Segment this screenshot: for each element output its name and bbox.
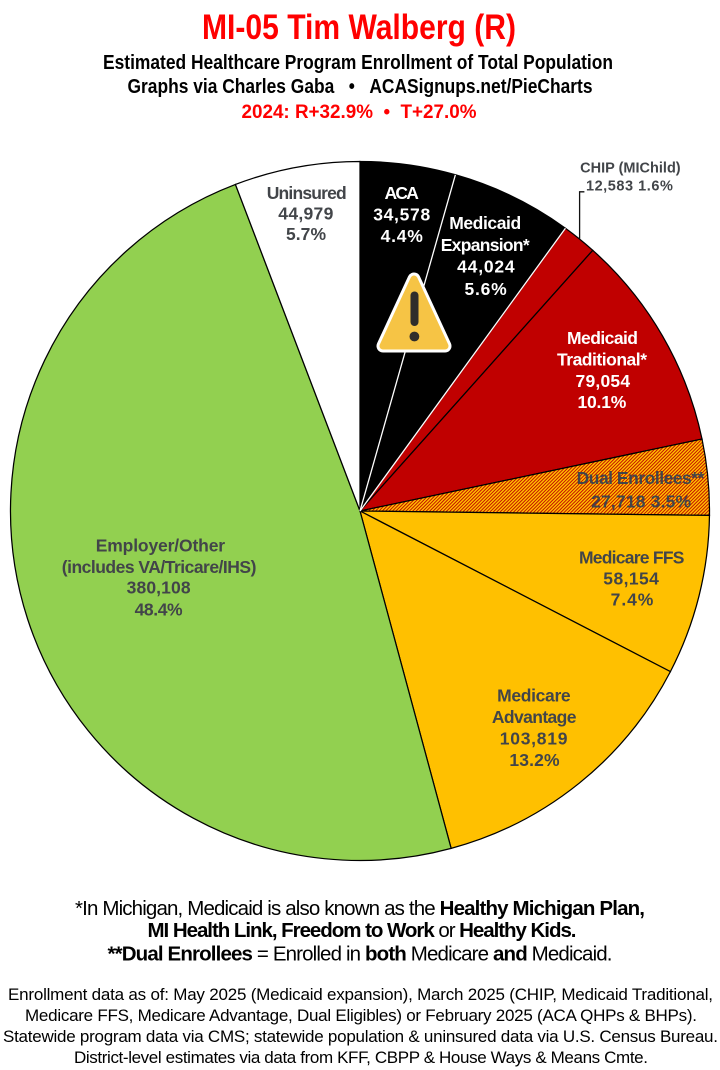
svg-text:5.7%: 5.7% xyxy=(286,224,326,244)
svg-text:MI Health Link, Freedom to Wor: MI Health Link, Freedom to Work or Healt… xyxy=(148,919,577,942)
svg-text:48.4%: 48.4% xyxy=(135,599,183,619)
svg-text:Medicare FFS: Medicare FFS xyxy=(579,547,685,567)
svg-text:*In Michigan, Medicaid is also: *In Michigan, Medicaid is also known as … xyxy=(75,897,645,920)
svg-text:Advantage: Advantage xyxy=(492,707,577,727)
svg-text:Medicaid: Medicaid xyxy=(567,328,638,348)
svg-text:Estimated Healthcare Program E: Estimated Healthcare Program Enrollment … xyxy=(103,52,613,74)
svg-text:**Dual Enrollees = Enrolled in: **Dual Enrollees = Enrolled in both Medi… xyxy=(108,943,613,966)
svg-text:Expansion*: Expansion* xyxy=(441,235,530,255)
svg-text:10.1%: 10.1% xyxy=(578,392,627,412)
svg-text:Dual Enrollees**: Dual Enrollees** xyxy=(577,468,705,488)
svg-text:13.2%: 13.2% xyxy=(509,750,560,770)
svg-text:Statewide program data via CMS: Statewide program data via CMS; statewid… xyxy=(3,1027,718,1046)
svg-text:103,819: 103,819 xyxy=(500,728,568,748)
svg-text:Enrollment data as of: May 202: Enrollment data as of: May 2025 (Medicai… xyxy=(8,985,713,1004)
svg-text:CHIP (MIChild): CHIP (MIChild) xyxy=(580,160,681,176)
svg-text:Uninsured: Uninsured xyxy=(267,183,347,203)
svg-text:44,979: 44,979 xyxy=(278,204,333,224)
svg-text:District-level estimates via d: District-level estimates via data from K… xyxy=(74,1048,648,1067)
svg-text:44,024: 44,024 xyxy=(457,257,515,277)
svg-text:Medicare: Medicare xyxy=(497,686,571,706)
svg-text:Graphs via Charles Gaba •: Graphs via Charles Gaba • ACASignups.net… xyxy=(128,76,593,98)
svg-text:58,154: 58,154 xyxy=(603,569,659,589)
svg-text:12,583 1.6%: 12,583 1.6% xyxy=(586,178,673,194)
svg-text:5.6%: 5.6% xyxy=(465,279,508,299)
svg-text:Medicaid: Medicaid xyxy=(449,213,521,233)
svg-text:(includes VA/Tricare/IHS): (includes VA/Tricare/IHS) xyxy=(62,557,257,577)
svg-text:7.4%: 7.4% xyxy=(611,590,654,610)
svg-text:Medicare FFS, Medicare Advanta: Medicare FFS, Medicare Advantage, Dual E… xyxy=(25,1006,697,1025)
svg-text:MI-05 Tim Walberg (R): MI-05 Tim Walberg (R) xyxy=(202,8,516,47)
svg-text:Traditional*: Traditional* xyxy=(557,349,647,369)
svg-text:34,578: 34,578 xyxy=(373,204,430,224)
svg-text:ACA: ACA xyxy=(385,183,420,203)
svg-text:Employer/Other: Employer/Other xyxy=(96,536,226,556)
svg-text:27,718 3.5%: 27,718 3.5% xyxy=(591,492,691,512)
svg-text:2024: R+32.9% • T+27.0%: 2024: R+32.9% • T+27.0% xyxy=(242,101,477,123)
svg-text:79,054: 79,054 xyxy=(576,371,631,391)
svg-text:4.4%: 4.4% xyxy=(381,226,424,246)
svg-text:380,108: 380,108 xyxy=(127,578,191,598)
